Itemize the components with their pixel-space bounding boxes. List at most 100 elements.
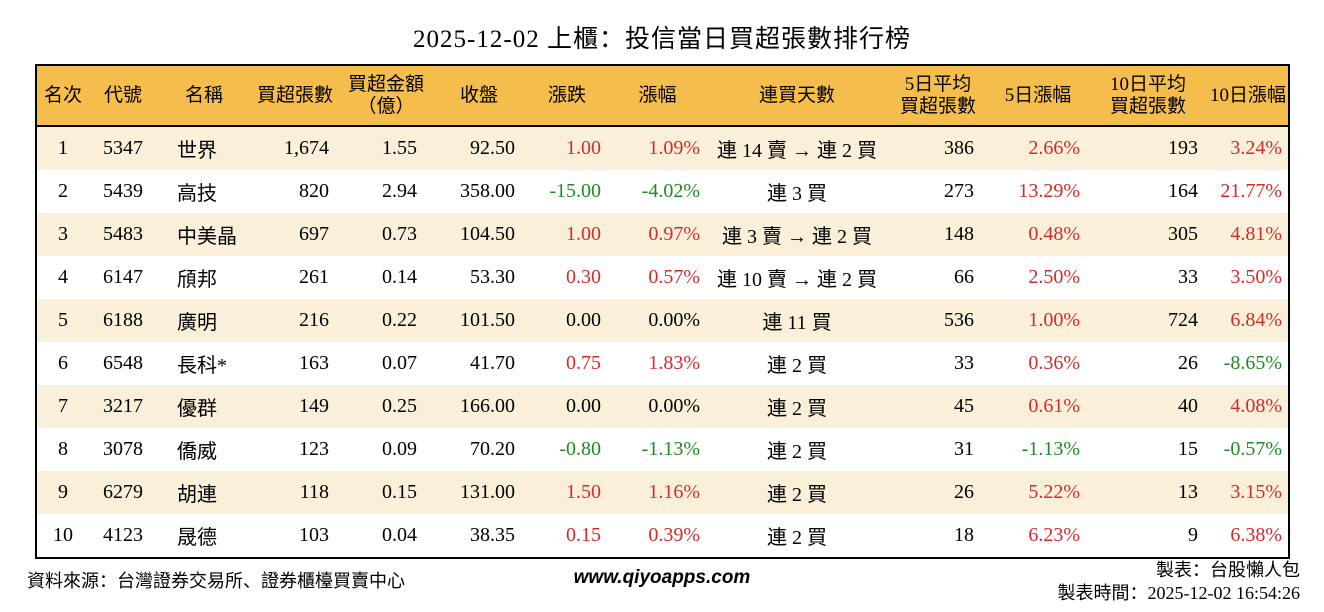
cell-close: 41.70 xyxy=(470,352,515,374)
cell-shares: 149 xyxy=(299,395,329,417)
cell-shares: 697 xyxy=(299,223,329,245)
cell-change: 0.00 xyxy=(566,395,601,417)
cell-change: 0.15 xyxy=(566,524,601,546)
cell-code: 6548 xyxy=(103,352,143,374)
cell-change_pct: 1.09% xyxy=(648,137,700,159)
cell-pct10: 4.81% xyxy=(1230,223,1282,245)
cell-rank: 2 xyxy=(58,180,68,202)
cell-pct5: 5.22% xyxy=(1028,481,1080,503)
header-pct10: 10日漲幅 xyxy=(1208,65,1289,127)
cell-pct5: 13.29% xyxy=(1018,180,1080,202)
cell-change_pct: 0.39% xyxy=(648,524,700,546)
cell-name: 廣明 xyxy=(177,312,217,334)
header-rank: 名次 xyxy=(36,65,89,127)
cell-avg5: 273 xyxy=(944,180,974,202)
cell-rank: 5 xyxy=(58,309,68,331)
cell-avg5: 31 xyxy=(954,438,974,460)
cell-close: 101.50 xyxy=(460,309,515,331)
cell-streak: 連 2 買 xyxy=(767,398,827,420)
cell-change: -0.80 xyxy=(559,438,601,460)
cell-pct10: -8.65% xyxy=(1223,352,1282,374)
cell-amount: 1.55 xyxy=(382,137,417,159)
cell-avg5: 26 xyxy=(954,481,974,503)
cell-close: 53.30 xyxy=(470,266,515,288)
cell-close: 92.50 xyxy=(470,137,515,159)
table-row: 2 5439 高技 820 2.94 358.00 -15.00 -4.02% 連 3 買 273… xyxy=(36,170,1289,213)
cell-avg5: 66 xyxy=(954,266,974,288)
cell-streak: 連 2 買 xyxy=(767,484,827,506)
table-row: 10 4123 晟德 103 0.04 38.35 0.15 0.39% 連 2 買 18 6.23… xyxy=(36,514,1289,558)
cell-rank: 8 xyxy=(58,438,68,460)
cell-streak: 連 2 買 xyxy=(767,527,827,549)
cell-change_pct: 0.00% xyxy=(648,395,700,417)
table-row: 1 5347 世界 1,674 1.55 92.50 1.00 1.09% 連 14 賣 → 連… xyxy=(36,126,1289,170)
made-time-text: 製表時間：2025-12-02 16:54:26 xyxy=(1057,583,1301,603)
cell-avg10: 15 xyxy=(1178,438,1198,460)
cell-avg5: 45 xyxy=(954,395,974,417)
header-row: 名次 代號 名稱 買超張數 買超金額 （億） 收盤 漲跌 漲幅 連買天數 5日平… xyxy=(36,65,1289,127)
cell-code: 5347 xyxy=(103,137,143,159)
cell-code: 6188 xyxy=(103,309,143,331)
cell-amount: 0.09 xyxy=(382,438,417,460)
cell-amount: 0.07 xyxy=(382,352,417,374)
cell-name: 胡連 xyxy=(177,484,217,506)
cell-close: 166.00 xyxy=(460,395,515,417)
cell-close: 131.00 xyxy=(460,481,515,503)
cell-pct10: 6.84% xyxy=(1230,309,1282,331)
cell-code: 5439 xyxy=(103,180,143,202)
cell-name: 世界 xyxy=(177,140,217,162)
cell-shares: 103 xyxy=(299,524,329,546)
cell-change: -15.00 xyxy=(549,180,601,202)
cell-avg10: 305 xyxy=(1168,223,1198,245)
header-avg5: 5日平均 買超張數 xyxy=(888,65,988,127)
cell-pct10: 21.77% xyxy=(1220,180,1282,202)
table-row: 3 5483 中美晶 697 0.73 104.50 1.00 0.97% 連 3 賣 → 連 … xyxy=(36,213,1289,256)
page-title: 2025-12-02 上櫃：投信當日買超張數排行榜 xyxy=(413,26,911,53)
cell-pct5: 2.66% xyxy=(1028,137,1080,159)
cell-name: 晟德 xyxy=(177,527,217,549)
cell-rank: 7 xyxy=(58,395,68,417)
cell-name: 僑威 xyxy=(177,441,217,463)
table-row: 6 6548 長科* 163 0.07 41.70 0.75 1.83% 連 2 買 33 0.36… xyxy=(36,342,1289,385)
cell-rank: 1 xyxy=(58,137,68,159)
cell-shares: 123 xyxy=(299,438,329,460)
cell-change_pct: 0.97% xyxy=(648,223,700,245)
cell-pct5: 2.50% xyxy=(1028,266,1080,288)
cell-change: 1.00 xyxy=(566,137,601,159)
cell-change: 0.75 xyxy=(566,352,601,374)
cell-avg5: 148 xyxy=(944,223,974,245)
cell-change_pct: 1.83% xyxy=(648,352,700,374)
cell-change_pct: -1.13% xyxy=(641,438,700,460)
table-row: 8 3078 僑威 123 0.09 70.20 -0.80 -1.13% 連 2 買 31 -1.… xyxy=(36,428,1289,471)
cell-avg10: 13 xyxy=(1178,481,1198,503)
cell-pct5: 1.00% xyxy=(1028,309,1080,331)
table-row: 7 3217 優群 149 0.25 166.00 0.00 0.00% 連 2 買 45 0.61… xyxy=(36,385,1289,428)
cell-code: 4123 xyxy=(103,524,143,546)
cell-name: 頎邦 xyxy=(177,269,217,291)
table-row: 9 6279 胡連 118 0.15 131.00 1.50 1.16% 連 2 買 26 5.22… xyxy=(36,471,1289,514)
table-row: 4 6147 頎邦 261 0.14 53.30 0.30 0.57% 連 10 賣 → 連 2… xyxy=(36,256,1289,299)
cell-rank: 4 xyxy=(58,266,68,288)
cell-shares: 118 xyxy=(299,481,329,503)
cell-avg10: 33 xyxy=(1178,266,1198,288)
cell-streak: 連 11 買 xyxy=(762,312,832,334)
cell-avg10: 9 xyxy=(1188,524,1198,546)
cell-close: 38.35 xyxy=(470,524,515,546)
cell-code: 6147 xyxy=(103,266,143,288)
credits-block: 製表：台股懶人包 製表時間：2025-12-02 16:54:26 xyxy=(1058,559,1301,605)
header-name: 名稱 xyxy=(157,65,251,127)
cell-shares: 1,674 xyxy=(284,137,329,159)
cell-close: 104.50 xyxy=(460,223,515,245)
cell-streak: 連 10 賣 → 連 2 買 xyxy=(717,269,877,291)
cell-avg5: 536 xyxy=(944,309,974,331)
cell-amount: 0.73 xyxy=(382,223,417,245)
cell-rank: 3 xyxy=(58,223,68,245)
header-change: 漲跌 xyxy=(525,65,609,127)
cell-pct5: 6.23% xyxy=(1028,524,1080,546)
cell-amount: 0.14 xyxy=(382,266,417,288)
cell-change: 1.50 xyxy=(566,481,601,503)
header-streak: 連買天數 xyxy=(706,65,888,127)
cell-rank: 10 xyxy=(53,524,73,546)
website-text: www.qiyoapps.com xyxy=(573,567,751,588)
